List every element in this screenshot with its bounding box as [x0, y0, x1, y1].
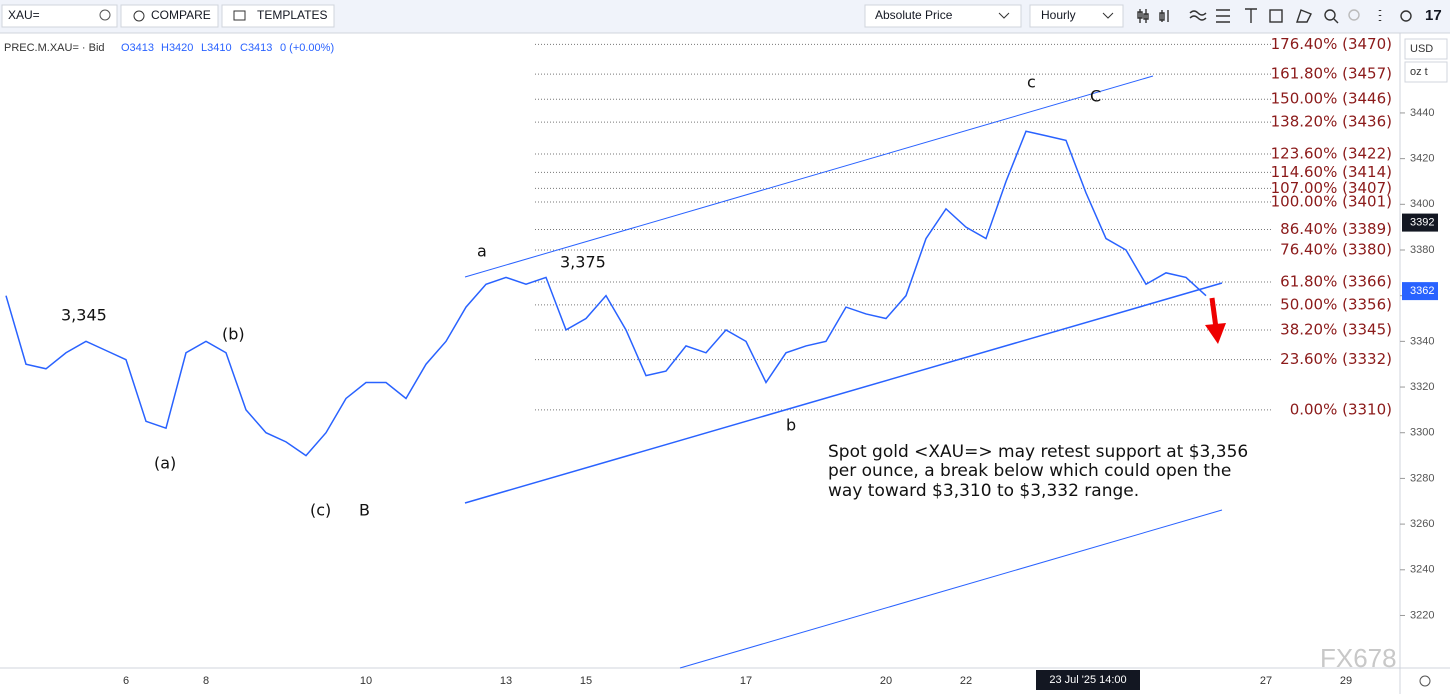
fib-label: 150.00% (3446): [1271, 90, 1392, 108]
currency-label: USD: [1410, 43, 1433, 55]
y-tick-label: 3280: [1410, 472, 1434, 484]
fib-label: 114.60% (3414): [1271, 163, 1392, 181]
price-mode-label: Absolute Price: [875, 8, 953, 22]
wave-label: a: [477, 242, 487, 261]
wave-label: C: [1090, 87, 1101, 106]
legend-open: O3413: [121, 42, 154, 54]
crosshair-time: 23 Jul '25 14:00: [1049, 674, 1126, 686]
x-tick-label: 17: [740, 675, 752, 687]
templates-button[interactable]: [221, 4, 335, 28]
y-tick-label: 3320: [1410, 381, 1434, 393]
compare-icon: [133, 10, 145, 22]
fib-label: 176.40% (3470): [1271, 35, 1392, 53]
fib-label: 0.00% (3310): [1290, 400, 1392, 418]
symbol-search[interactable]: [1, 4, 118, 28]
y-tick-label: 3440: [1410, 107, 1434, 119]
x-tick-label: 13: [500, 675, 512, 687]
y-tick-label: 3380: [1410, 244, 1434, 256]
compare-label: COMPARE: [151, 8, 211, 22]
fib-label: 86.40% (3389): [1280, 220, 1392, 238]
y-tick-label: 3300: [1410, 427, 1434, 439]
crosshair-time-box: [1036, 670, 1140, 690]
templates-label: TEMPLATES: [257, 8, 327, 22]
x-tick-label: 29: [1340, 675, 1352, 687]
price-mode-select[interactable]: [864, 4, 1022, 28]
tool-icons[interactable]: [1137, 8, 1412, 24]
currency-select[interactable]: [1404, 38, 1448, 60]
channel: [464, 75, 1223, 669]
legend-low: L3410: [201, 42, 232, 54]
wave-label: c: [1027, 73, 1036, 92]
x-tick-label: 6: [123, 675, 129, 687]
fib-label: 123.60% (3422): [1271, 145, 1392, 163]
unit-select[interactable]: [1404, 61, 1448, 83]
fib-label: 100.00% (3401): [1271, 193, 1392, 211]
legend-change: 0 (+0.00%): [280, 42, 334, 54]
legend-high: H3420: [161, 42, 193, 54]
watermark: FX678: [1320, 643, 1397, 673]
fib-label: 76.40% (3380): [1280, 240, 1392, 258]
y-tick-label: 3340: [1410, 335, 1434, 347]
brand-logo: 17: [1425, 7, 1442, 24]
fib-label: 50.00% (3356): [1280, 295, 1392, 313]
wave-label: 3,375: [560, 253, 606, 272]
y-tick-label: 3400: [1410, 198, 1434, 210]
folder-icon: [233, 10, 246, 21]
price-tag: 3392: [1410, 216, 1434, 228]
wave-label: (b): [222, 325, 245, 344]
fib-label: 161.80% (3457): [1271, 65, 1392, 83]
y-tick-label: 3220: [1410, 609, 1434, 621]
compare-button[interactable]: [120, 4, 219, 28]
x-tick-label: 10: [360, 675, 372, 687]
price-tag: 3362: [1410, 285, 1434, 297]
fib-label: 23.60% (3332): [1280, 350, 1392, 368]
dropdown-arrow: [1102, 12, 1114, 19]
wave-label: b: [786, 416, 796, 435]
wave-label: 3,345: [61, 306, 107, 325]
dropdown-arrow: [998, 12, 1010, 19]
interval-select[interactable]: [1029, 4, 1124, 28]
y-tick-label: 3420: [1410, 153, 1434, 165]
x-tick-label: 20: [880, 675, 892, 687]
price-tag-box: [1402, 282, 1438, 301]
x-tick-label: 15: [580, 675, 592, 687]
fib-label: 138.20% (3436): [1271, 113, 1392, 131]
wave-label: (a): [154, 454, 176, 473]
plot: [5, 43, 1272, 457]
x-tick-label: 8: [203, 675, 209, 687]
note-line: Spot gold <XAU=> may retest support at $…: [828, 442, 1248, 462]
y-tick-label: 3240: [1410, 564, 1434, 576]
legend-close: C3413: [240, 42, 272, 54]
symbol-text: XAU=: [8, 8, 40, 22]
x-tick-label: 22: [960, 675, 972, 687]
y-tick-label: 3260: [1410, 518, 1434, 530]
wave-label: B: [359, 501, 370, 520]
fib-label: 107.00% (3407): [1271, 179, 1392, 197]
search-icon: [99, 9, 111, 21]
price-line: [5, 130, 1207, 457]
fib-label: 61.80% (3366): [1280, 272, 1392, 290]
x-tick-label: 27: [1260, 675, 1272, 687]
note-line: per ounce, a break below which could ope…: [828, 461, 1231, 481]
note-line: way toward $3,310 to $3,332 range.: [828, 481, 1139, 501]
down-arrow: [1205, 297, 1226, 344]
fib-label: 38.20% (3345): [1280, 320, 1392, 338]
legend-symbol: PREC.M.XAU= · Bid: [4, 42, 105, 54]
wave-label: (c): [310, 501, 331, 520]
interval-label: Hourly: [1041, 8, 1076, 22]
unit-label: oz t: [1410, 66, 1428, 78]
price-tag-box: [1402, 213, 1438, 232]
settings-icon[interactable]: [1419, 675, 1431, 687]
